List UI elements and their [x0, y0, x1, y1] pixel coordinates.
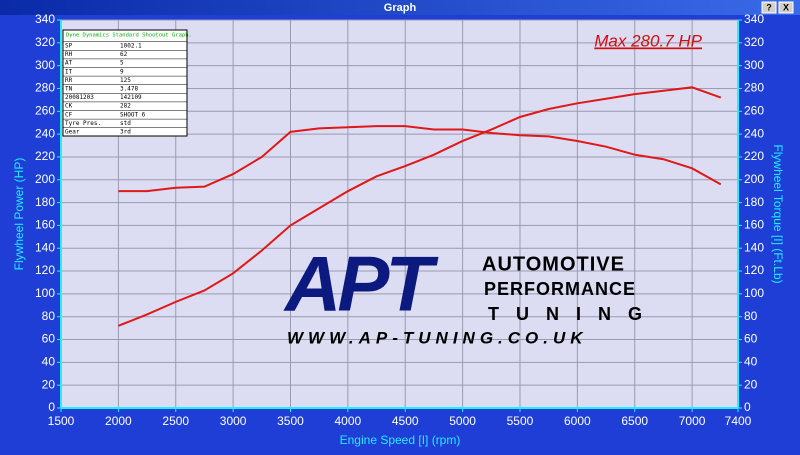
info-table-cell: TN [65, 86, 73, 93]
y-tick-label: 80 [42, 309, 56, 323]
window-title: Graph [384, 2, 417, 14]
y-tick-label: 320 [35, 35, 55, 49]
y-tick-label: 120 [35, 263, 55, 277]
x-tick-label: 6500 [621, 414, 648, 428]
x-tick-label: 4000 [335, 414, 362, 428]
y2-tick-label: 320 [744, 35, 764, 49]
y2-tick-label: 260 [744, 103, 764, 117]
x-tick-label: 7400 [725, 414, 752, 428]
y2-tick-label: 120 [744, 263, 764, 277]
y-tick-label: 220 [35, 149, 55, 163]
y-tick-label: 200 [35, 172, 55, 186]
help-button-label[interactable]: ? [766, 2, 772, 12]
info-table-cell: AT [65, 60, 73, 67]
y2-tick-label: 340 [744, 12, 764, 26]
y-tick-label: 140 [35, 240, 55, 254]
y2-tick-label: 20 [744, 377, 758, 391]
x-tick-label: 3500 [277, 414, 304, 428]
y2-tick-label: 200 [744, 172, 764, 186]
x-axis-label: Engine Speed [I] (rpm) [340, 433, 461, 447]
info-table-cell: 3.478 [120, 86, 138, 93]
info-table-box [62, 29, 188, 137]
y-tick-label: 160 [35, 218, 55, 232]
logo-mark: APT [283, 240, 439, 328]
info-table-cell: 282 [120, 103, 131, 110]
y-tick-label: 0 [48, 400, 55, 414]
info-table-cell: 125 [120, 77, 131, 84]
logo-line: AUTOMOTIVE [482, 253, 625, 275]
y2-tick-label: 220 [744, 149, 764, 163]
info-table-title: Dyne Dynamics Standard Shootout Graph. [66, 33, 192, 39]
x-tick-label: 6000 [564, 414, 591, 428]
y-tick-label: 20 [42, 377, 56, 391]
info-table-cell: 5 [120, 60, 124, 67]
y-axis-label: Flywheel Power (HP) [12, 158, 26, 271]
info-table: Dyne Dynamics Standard Shootout Graph. SP… [62, 29, 192, 137]
info-table-cell: std [120, 120, 131, 127]
info-table-cell: 142109 [120, 94, 142, 101]
x-tick-label: 4500 [392, 414, 419, 428]
x-tick-label: 7000 [679, 414, 706, 428]
y-tick-label: 260 [35, 103, 55, 117]
y2-tick-label: 300 [744, 58, 764, 72]
y2-tick-label: 0 [744, 400, 751, 414]
annotation: Max 280.7 HP [594, 31, 702, 50]
info-table-cell: 20081203 [65, 94, 94, 101]
data-line [118, 125, 722, 193]
y2-tick-label: 140 [744, 240, 764, 254]
info-table-cell: Tyre Pres. [65, 120, 101, 127]
logo-url: WWW.AP-TUNING.CO.UK [287, 328, 588, 347]
y-tick-label: 180 [35, 195, 55, 209]
x-tick-label: 5000 [449, 414, 476, 428]
info-table-cell: SP [65, 43, 73, 50]
info-table-cell: 3rd [120, 129, 131, 136]
logo: APT AUTOMOTIVE PERFORMANCE TUNING WWW.AP… [283, 240, 659, 348]
y-tick-label: 280 [35, 81, 55, 95]
y-tick-label: 240 [35, 126, 55, 140]
info-table-cell: IT [65, 68, 73, 75]
y-tick-label: 40 [42, 355, 56, 369]
x-tick-label: 1500 [48, 414, 75, 428]
y2-tick-label: 240 [744, 126, 764, 140]
close-button[interactable] [778, 1, 794, 14]
x-tick-label: 2000 [105, 414, 132, 428]
x-tick-label: 5500 [507, 414, 534, 428]
y-tick-label: 300 [35, 58, 55, 72]
x-tick-label: 3000 [220, 414, 247, 428]
logo-line: PERFORMANCE [484, 279, 636, 299]
y2-tick-label: 40 [744, 355, 758, 369]
y-tick-label: 100 [35, 286, 55, 300]
info-table-cell: RR [65, 77, 73, 84]
y-tick-label: 340 [35, 12, 55, 26]
title-bar [0, 0, 800, 15]
y2-tick-label: 160 [744, 218, 764, 232]
y2-tick-label: 180 [744, 195, 764, 209]
logo-line: TUNING [488, 304, 659, 324]
info-table-cell: CK [65, 103, 73, 110]
info-table-cell: RH [65, 51, 73, 58]
y2-axis-label: Flywheel Torque [I] (Ft.Lb) [771, 144, 785, 283]
info-table-cell: Gear [65, 129, 80, 136]
info-table-cell: 9 [120, 68, 124, 75]
y2-tick-label: 100 [744, 286, 764, 300]
x-tick-label: 2500 [162, 414, 189, 428]
y2-tick-label: 280 [744, 81, 764, 95]
help-button[interactable] [761, 1, 777, 14]
info-table-cell: 62 [120, 51, 128, 58]
y2-tick-label: 60 [744, 332, 758, 346]
info-table-cell: SHOOT 6 [120, 111, 146, 118]
y2-tick-label: 80 [744, 309, 758, 323]
close-button-label[interactable]: X [783, 2, 789, 12]
data-line [118, 86, 722, 327]
info-table-cell: CF [65, 111, 73, 118]
y-tick-label: 60 [42, 332, 56, 346]
info-table-cell: 1002.1 [120, 43, 142, 50]
